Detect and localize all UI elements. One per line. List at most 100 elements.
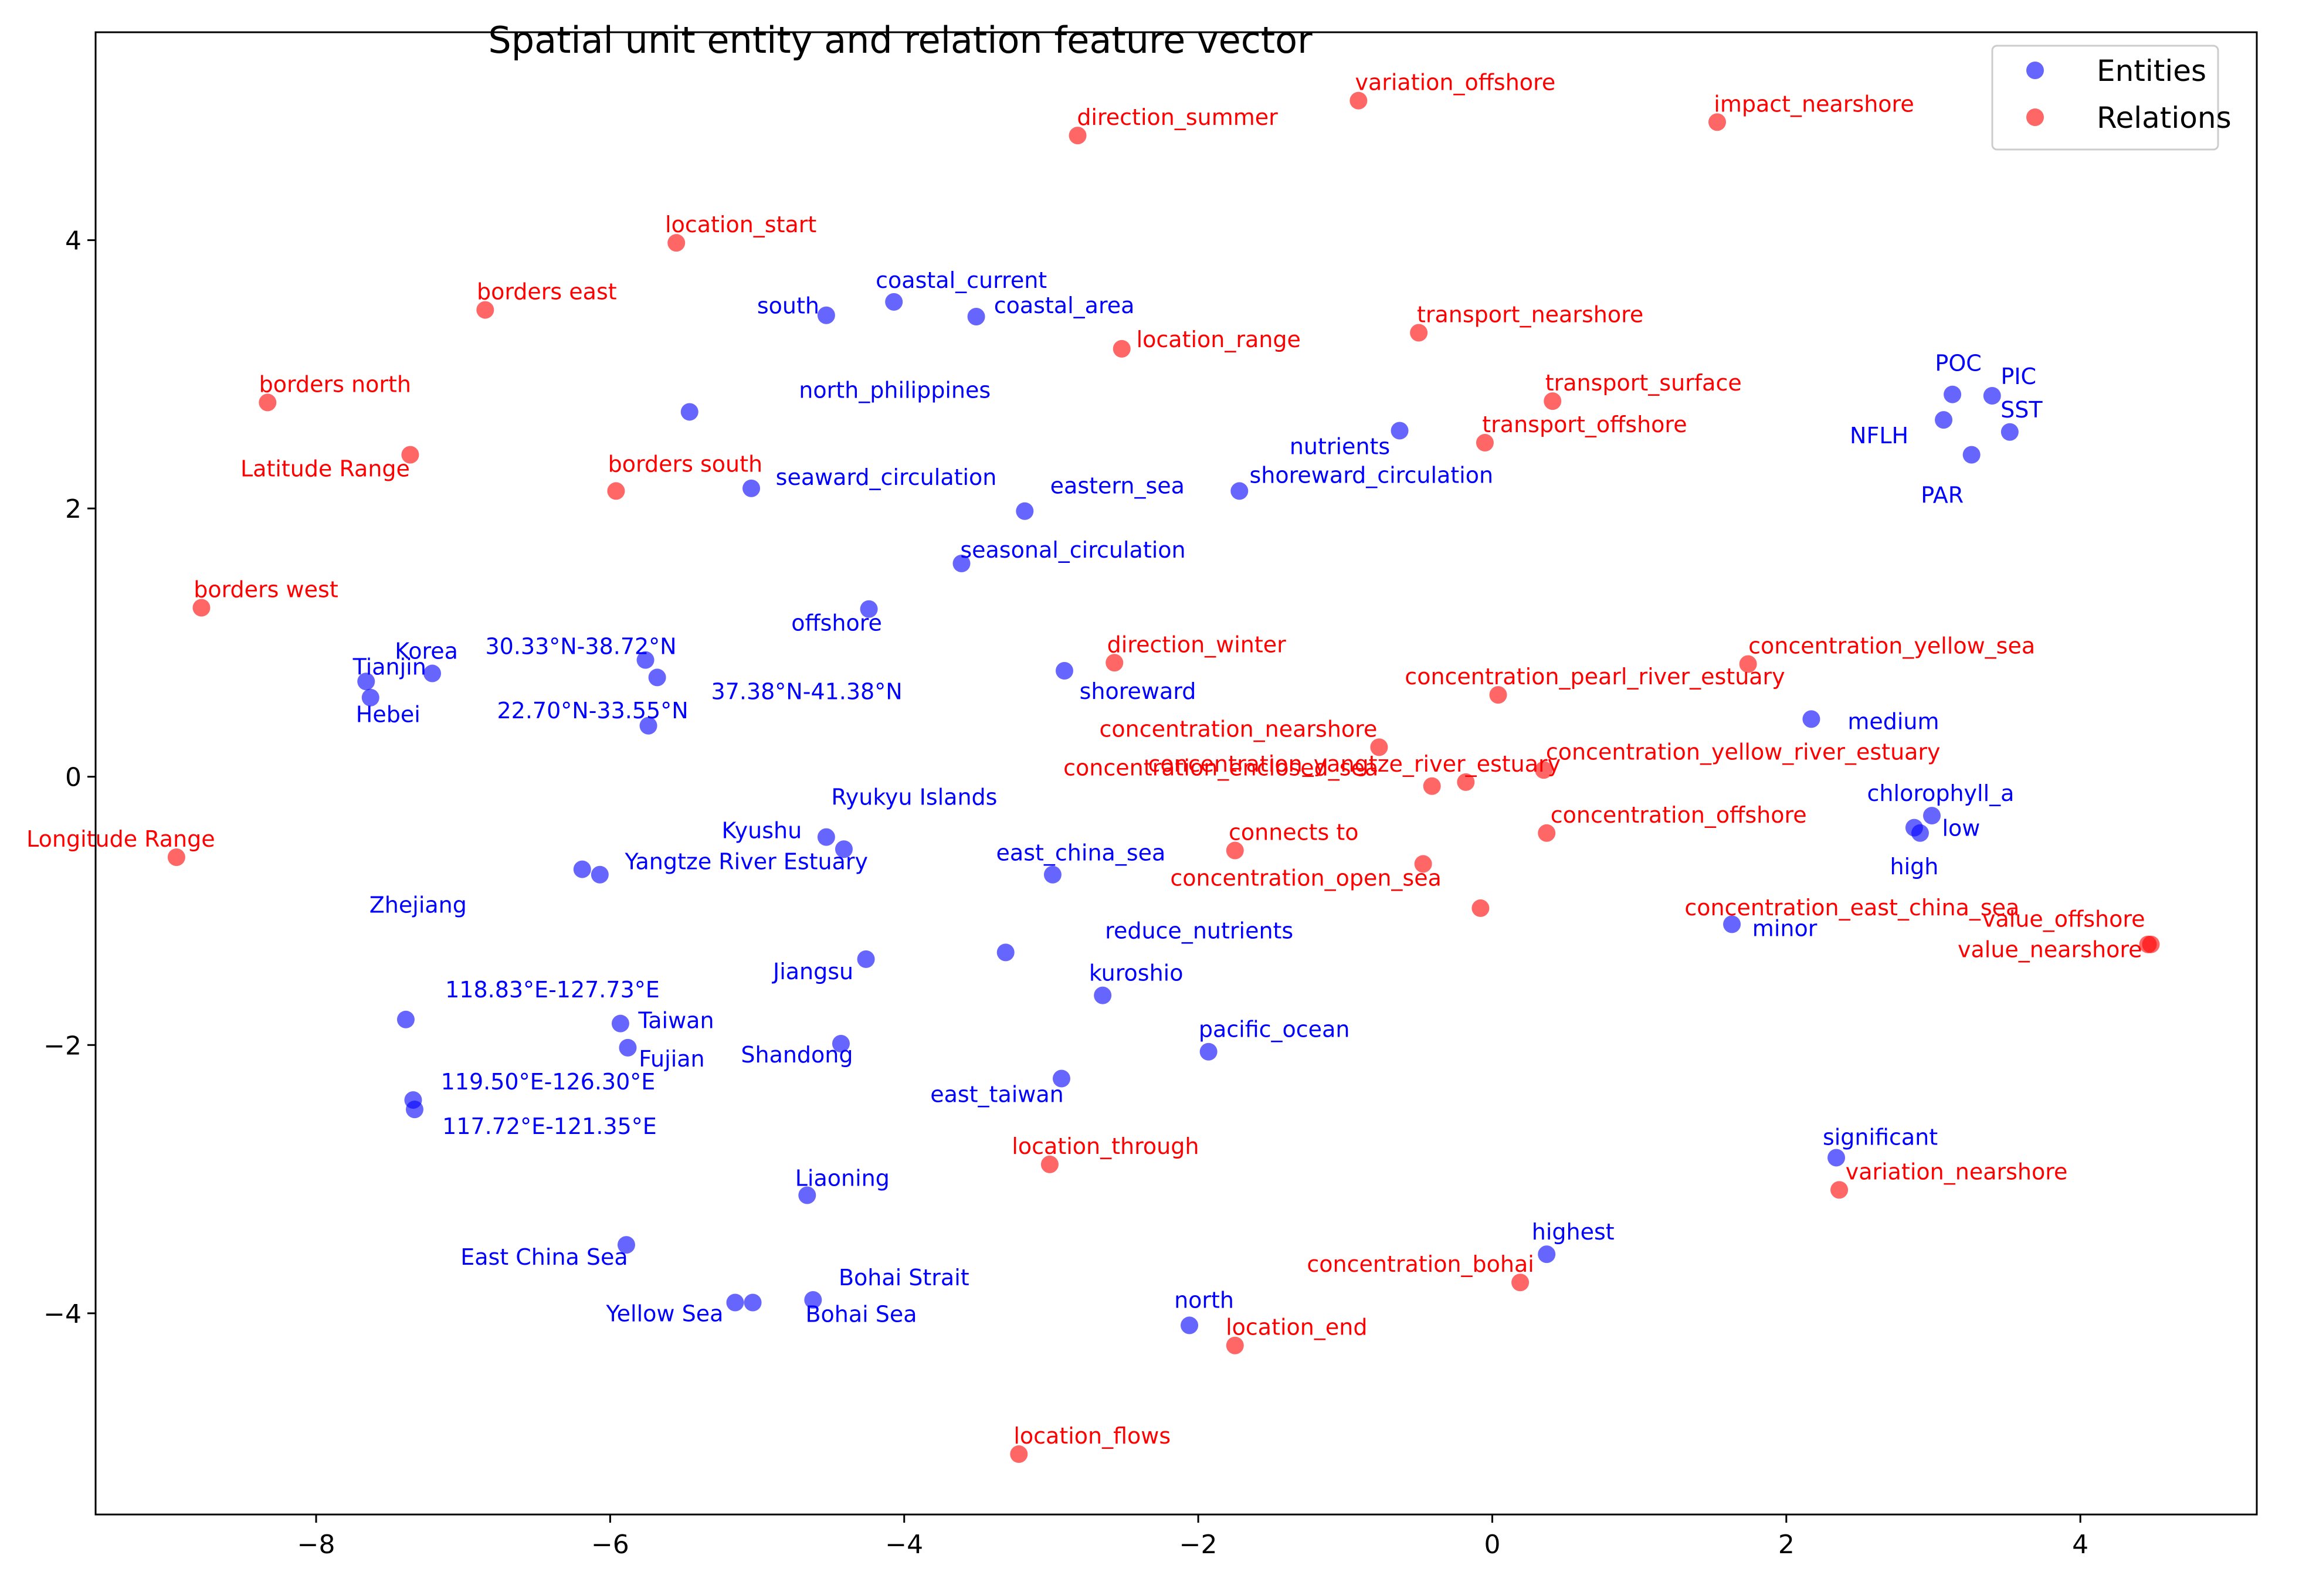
relation-point xyxy=(607,482,625,500)
relation-label: concentration_east_china_sea xyxy=(1684,895,2019,921)
relation-label: concentration_bohai xyxy=(1307,1251,1534,1277)
entity-label: PIC xyxy=(2000,364,2036,389)
entity-label: 118.83°E-127.73°E xyxy=(445,977,660,1003)
relation-label: Longitude Range xyxy=(26,826,215,852)
x-tick-label: 0 xyxy=(1484,1530,1500,1560)
chart-title: Spatial unit entity and relation feature… xyxy=(488,19,1313,62)
relation-point xyxy=(1226,841,1244,860)
entity-point xyxy=(726,1293,744,1312)
entity-label: Zhejiang xyxy=(369,892,467,918)
relation-point xyxy=(1544,392,1562,410)
y-tick-label: −2 xyxy=(43,1031,82,1061)
relation-label: concentration_yangtze_river_estuary xyxy=(1148,751,1561,777)
x-tick-label: 4 xyxy=(2072,1530,2088,1560)
entity-point xyxy=(617,1236,635,1254)
relation-label: variation_nearshore xyxy=(1846,1159,2068,1184)
entity-point xyxy=(952,554,971,572)
plot-frame xyxy=(94,31,2258,1516)
entity-point xyxy=(804,1291,822,1309)
entity-point xyxy=(1181,1316,1199,1334)
relation-point xyxy=(1226,1336,1244,1354)
entity-label: low xyxy=(1942,816,1980,841)
entity-point xyxy=(860,600,878,618)
relation-label: connects to xyxy=(1229,820,1359,845)
entity-point xyxy=(2000,423,2019,441)
entity-point xyxy=(1935,411,1953,429)
relation-label: concentration_enclosed_sea xyxy=(1063,755,1378,781)
entity-point xyxy=(885,293,903,311)
entity-point xyxy=(1922,807,1941,825)
entity-point xyxy=(648,668,666,687)
entity-point xyxy=(798,1186,816,1204)
entity-label: north_philippines xyxy=(799,377,991,403)
relation-point xyxy=(1471,899,1490,917)
entity-point xyxy=(1962,446,1981,464)
entity-label: Shandong xyxy=(741,1042,853,1068)
relation-label: value_nearshore xyxy=(1958,937,2142,963)
relation-label: location_flows xyxy=(1013,1423,1171,1449)
relation-label: direction_summer xyxy=(1077,104,1278,130)
relation-point xyxy=(1423,777,1441,795)
relation-point xyxy=(1535,761,1553,779)
entity-label: seaward_circulation xyxy=(776,464,997,490)
relation-point xyxy=(476,301,494,319)
legend-marker xyxy=(2026,108,2044,126)
entity-label: Yellow Sea xyxy=(606,1301,724,1327)
entity-point xyxy=(742,479,761,497)
entity-point xyxy=(573,860,591,878)
entity-point xyxy=(1055,661,1073,680)
entity-point xyxy=(591,865,609,884)
entity-point xyxy=(680,403,698,421)
relation-point xyxy=(1489,686,1507,704)
relation-label: location_through xyxy=(1012,1133,1199,1159)
entity-point xyxy=(996,943,1015,962)
entity-point xyxy=(967,308,985,326)
entity-label: Fujian xyxy=(639,1046,704,1072)
x-tick-label: −4 xyxy=(885,1530,923,1560)
entity-label: shoreward xyxy=(1080,678,1196,704)
entity-label: NFLH xyxy=(1850,423,1908,449)
entity-label: Bohai Sea xyxy=(805,1302,917,1327)
entity-point xyxy=(835,840,853,858)
legend-box xyxy=(1991,45,2219,151)
relation-label: transport_surface xyxy=(1545,370,1742,396)
relation-label: concentration_pearl_river_estuary xyxy=(1405,664,1785,690)
relation-point xyxy=(1830,1181,1849,1199)
entity-point xyxy=(1016,502,1034,520)
legend-marker xyxy=(2026,62,2044,79)
y-tick-label: 2 xyxy=(65,494,82,524)
x-tick-label: −8 xyxy=(297,1530,335,1560)
entity-label: shoreward_circulation xyxy=(1249,462,1493,488)
entity-point xyxy=(832,1034,850,1052)
relation-point xyxy=(1010,1445,1028,1463)
relation-label: borders east xyxy=(477,279,617,305)
entity-label: seasonal_circulation xyxy=(960,537,1185,563)
y-tick-label: 0 xyxy=(65,763,82,793)
relation-point xyxy=(1113,339,1131,358)
x-tick-label: −6 xyxy=(591,1530,629,1560)
legend-entry-label: Relations xyxy=(2097,101,2232,135)
entity-label: East China Sea xyxy=(460,1244,628,1270)
entity-label: 117.72°E-121.35°E xyxy=(442,1113,657,1139)
entity-point xyxy=(1052,1069,1070,1088)
relation-point xyxy=(192,599,211,617)
entity-point xyxy=(817,306,835,324)
relation-point xyxy=(1040,1155,1059,1173)
relation-label: concentration_nearshore xyxy=(1100,716,1378,742)
legend: Entities Relations xyxy=(1991,45,2232,151)
relation-point xyxy=(667,234,686,252)
entity-label: Korea xyxy=(395,639,458,664)
entity-label: reduce_nutrients xyxy=(1105,918,1293,943)
entity-label: 119.50°E-126.30°E xyxy=(441,1069,656,1095)
relation-point xyxy=(1106,654,1124,672)
relation-label: transport_offshore xyxy=(1482,412,1687,437)
entity-label: Taiwan xyxy=(638,1008,714,1034)
entity-label: Liaoning xyxy=(795,1166,890,1191)
relation-label: location_start xyxy=(665,212,816,237)
entity-point xyxy=(1802,710,1820,728)
entity-point xyxy=(1094,986,1112,1004)
relation-point xyxy=(2139,935,2157,953)
relation-point xyxy=(1370,738,1388,756)
